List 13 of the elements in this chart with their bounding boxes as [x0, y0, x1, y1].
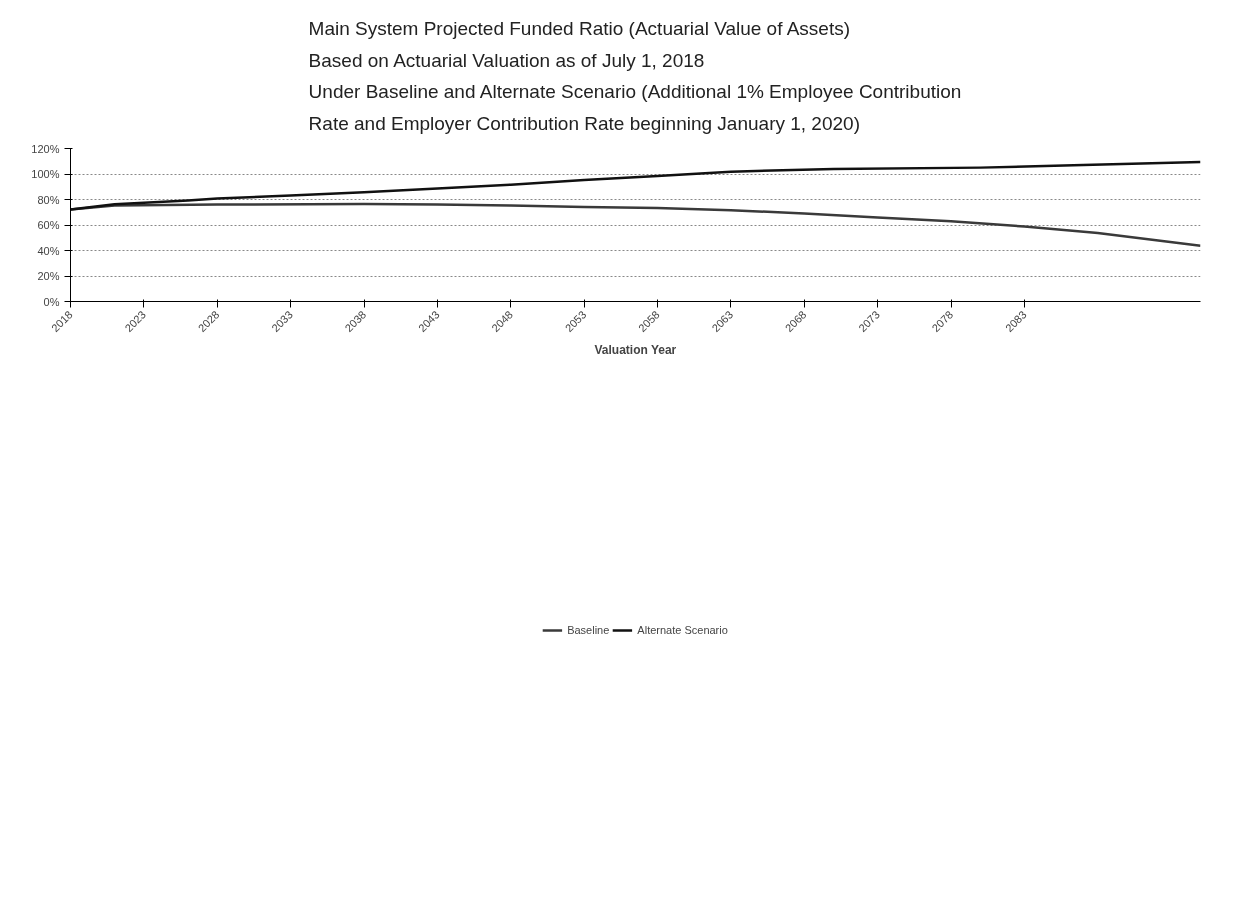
y-tick-label: 100%	[31, 168, 60, 180]
chart-title: Main System Projected Funded Ratio (Actuarial Value of Assets) Based on Actuarial Valuation as of July 1, 2018 Under Baseline and Alternate Scenario (Additional 1% Employee Contribution Rate and Employer Contribution Rate beginning January 1, 2020)	[308, 18, 962, 134]
legend-label: Alternate Scenario	[637, 624, 728, 636]
y-tick-label: 120%	[31, 142, 60, 155]
y-tick-label: 60%	[37, 219, 60, 231]
legend-label: Baseline	[567, 624, 610, 636]
line-series	[70, 160, 1201, 211]
y-tick-label: 40%	[37, 244, 60, 257]
x-axis-title: Valuation Year	[594, 343, 677, 358]
y-tick-label: 80%	[37, 193, 60, 206]
line-series	[70, 202, 1201, 248]
y-tick-label: 0%	[43, 295, 60, 308]
y-tick-label: 20%	[37, 270, 60, 282]
